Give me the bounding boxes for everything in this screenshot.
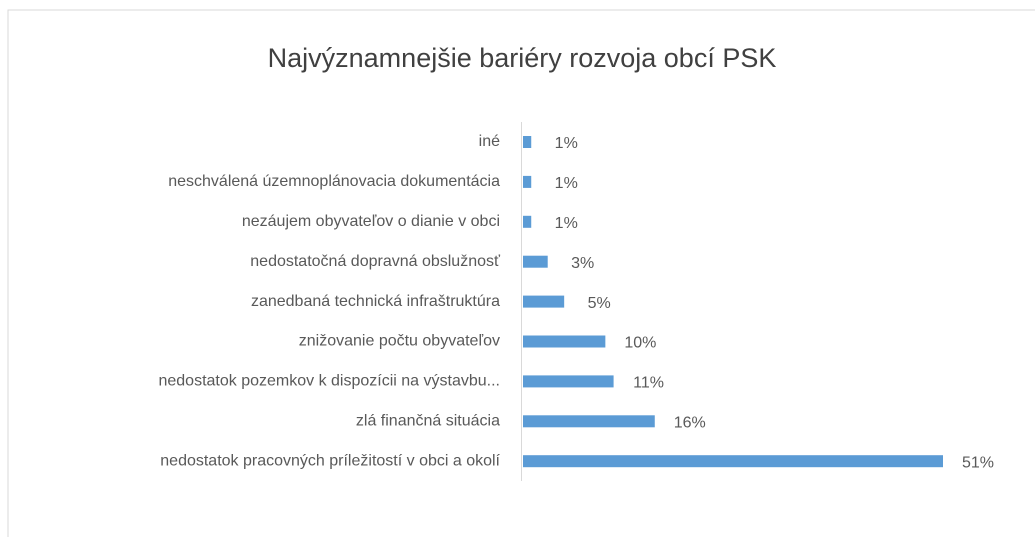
- bar: [523, 335, 606, 348]
- value-label: 1%: [555, 135, 578, 152]
- category-label: zlá finančná situácia: [356, 413, 500, 430]
- category-label: zanedbaná technická infraštruktúra: [251, 293, 500, 310]
- category-label: nedostatočná dopravná obslužnosť: [250, 253, 501, 270]
- bar: [523, 215, 532, 228]
- bar: [523, 375, 614, 388]
- category-label: nedostatok pozemkov k dispozícii na výst…: [158, 373, 500, 390]
- value-label: 3%: [571, 255, 594, 272]
- chart-title: Najvýznamnejšie bariéry rozvoja obcí PSK: [268, 43, 777, 73]
- category-label: iné: [479, 133, 500, 150]
- chart-border: [7, 9, 1035, 537]
- value-label: 11%: [633, 375, 664, 392]
- value-label: 1%: [555, 175, 578, 192]
- bar: [523, 295, 565, 308]
- category-label: nedostatok pracovných príležitostí v obc…: [160, 452, 500, 469]
- bar: [523, 415, 655, 428]
- value-label: 16%: [674, 415, 706, 432]
- category-label: nezáujem obyvateľov o dianie v obci: [242, 213, 500, 230]
- bar: [523, 136, 532, 148]
- bar: [523, 455, 943, 468]
- bar: [523, 175, 532, 188]
- bar: [523, 255, 548, 268]
- category-label: neschválená územnoplánovacia dokumentáci…: [168, 173, 500, 190]
- value-label: 51%: [962, 454, 994, 471]
- value-label: 10%: [624, 335, 656, 352]
- category-label: znižovanie počtu obyvateľov: [299, 333, 500, 350]
- value-label: 1%: [555, 215, 578, 232]
- value-label: 5%: [588, 295, 611, 312]
